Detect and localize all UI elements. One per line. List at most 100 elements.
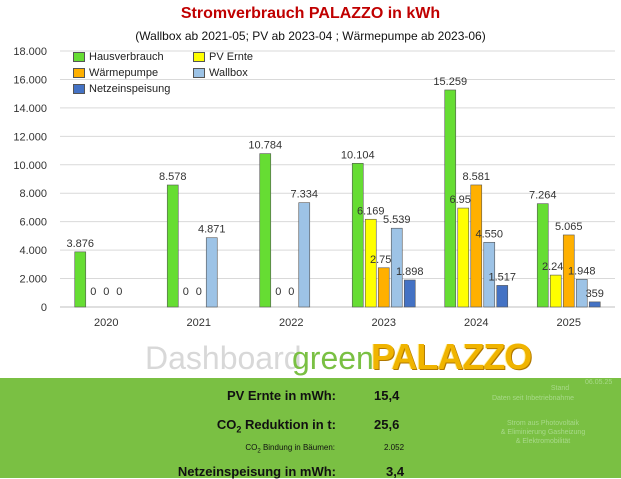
data-label: 0 (103, 286, 109, 298)
y-tick-label: 18.000 (13, 46, 47, 58)
bar (298, 202, 311, 308)
legend-swatch-waermepumpe (73, 68, 85, 78)
data-label: 2.244 (542, 261, 570, 273)
faint-note-1: Strom aus Photovoltaik (507, 420, 579, 427)
data-label: 359 (586, 288, 604, 300)
data-label: 10.784 (248, 140, 282, 152)
bar (390, 227, 403, 308)
data-label: 4.550 (475, 228, 503, 240)
data-label: 2.758 (370, 254, 398, 266)
y-tick-label: 8.000 (19, 188, 47, 200)
x-tick-label: 2020 (94, 317, 118, 329)
bar (403, 279, 416, 308)
y-tick-label: 14.000 (13, 103, 47, 115)
bar (483, 241, 496, 308)
data-label: 6.957 (449, 194, 477, 206)
bar (377, 267, 390, 308)
pv-ernte-value: 15,4 (374, 388, 400, 403)
data-label: 0 (275, 286, 281, 298)
co2-reduktion-suffix: Reduktion in t: (241, 417, 336, 432)
data-label: 7.264 (529, 190, 557, 202)
green-word: green (292, 340, 374, 376)
y-tick-label: 16.000 (13, 74, 47, 86)
bar (536, 203, 549, 308)
co2-baeume-subscript: 2 (257, 448, 261, 455)
co2-subscript: 2 (236, 424, 242, 435)
y-tick-label: 6.000 (19, 217, 47, 229)
co2-baeume-prefix: CO (245, 443, 258, 452)
faint-source: Daten seit Inbetriebnahme (491, 395, 575, 402)
legend-item-hausverbrauch: Hausverbrauch (73, 51, 164, 63)
pv-ernte-label: PV Ernte in mWh: (226, 388, 336, 403)
legend-label-pv-ernte: PV Ernte (209, 51, 254, 63)
data-label: 1.948 (568, 265, 596, 277)
bar (259, 153, 272, 308)
co2-reduktion-label: CO2 Reduktion in t: (120, 417, 336, 435)
bar (575, 278, 588, 308)
data-label: 3.876 (66, 238, 94, 250)
data-label: 1.898 (396, 266, 424, 278)
legend-label-netzeinspeisung: Netzeinspeisung (89, 83, 171, 95)
x-tick-label: 2022 (279, 317, 303, 329)
co2-baeume-label: CO2 Bindung in Bäumen: (150, 443, 335, 455)
data-label: 8.581 (462, 171, 490, 183)
x-tick-label: 2021 (187, 317, 211, 329)
y-tick-label: 0 (41, 302, 47, 314)
bar (549, 274, 562, 308)
bar (444, 89, 457, 308)
legend-label-wallbox: Wallbox (209, 67, 248, 79)
bar (166, 184, 179, 308)
faint-stand: Stand (550, 385, 570, 392)
y-tick-label: 4.000 (19, 245, 47, 257)
y-tick-label: 10.000 (13, 160, 47, 172)
legend-swatch-netzeinspeisung (73, 84, 85, 94)
dashboard-word: Dashboard (145, 340, 302, 376)
data-label: 0 (116, 286, 122, 298)
netzeinspeisung-value: 3,4 (386, 464, 405, 479)
chart-subtitle: (Wallbox ab 2021-05; PV ab 2023-04 ; Wär… (135, 29, 486, 43)
faint-note-2: & Eliminierung Gasheizung (500, 429, 586, 436)
data-label: 10.104 (341, 149, 375, 161)
data-label: 8.578 (159, 171, 187, 183)
data-label: 0 (183, 286, 189, 298)
legend-item-wallbox: Wallbox (193, 67, 248, 79)
palazzo-logo-word: PALAZZO (371, 336, 532, 377)
y-tick-label: 12.000 (13, 131, 47, 143)
data-label: 0 (196, 286, 202, 298)
x-tick-label: 2024 (464, 317, 488, 329)
kpi-panel: PV Ernte in mWh: 15,4 CO2 Reduktion in t… (0, 378, 621, 479)
bar (496, 285, 509, 308)
bar (457, 207, 470, 308)
data-label: 0 (90, 286, 96, 298)
co2-baeume-value: 2.052 (384, 443, 405, 452)
data-label: 1.517 (488, 271, 516, 283)
data-label: 5.065 (555, 221, 583, 233)
legend-item-pv-ernte: PV Ernte (193, 51, 253, 63)
faint-note-3: & Elektromobilität (515, 438, 571, 445)
x-tick-label: 2025 (557, 317, 581, 329)
data-label: 0 (288, 286, 294, 298)
co2-reduktion-value: 25,6 (374, 417, 400, 432)
bar-chart: 0 2.000 4.000 6.000 8.000 10.000 12.000 14.000 1… (13, 46, 615, 329)
legend-item-waermepumpe: Wärmepumpe (73, 67, 158, 79)
legend-swatch-pv-ernte (193, 52, 205, 62)
legend-swatch-wallbox (193, 68, 205, 78)
chart-title: Stromverbrauch PALAZZO in kWh (180, 5, 441, 22)
data-label: 6.169 (357, 205, 385, 217)
bar (470, 184, 483, 308)
bar (562, 234, 575, 308)
bar (588, 301, 601, 308)
y-tick-label: 2.000 (19, 274, 47, 286)
legend-label-waermepumpe: Wärmepumpe (89, 67, 159, 79)
co2-baeume-suffix: Bindung in Bäumen: (260, 443, 335, 452)
netzeinspeisung-label: Netzeinspeisung in mWh: (177, 464, 336, 479)
co2-prefix: CO (216, 417, 237, 432)
data-label: 5.539 (383, 214, 411, 226)
bar (74, 251, 87, 308)
bar (364, 218, 377, 308)
data-label: 7.334 (290, 189, 318, 201)
bar (351, 162, 364, 308)
data-label: 15.259 (433, 76, 467, 88)
x-tick-label: 2023 (372, 317, 396, 329)
legend-swatch-hausverbrauch (73, 52, 85, 62)
